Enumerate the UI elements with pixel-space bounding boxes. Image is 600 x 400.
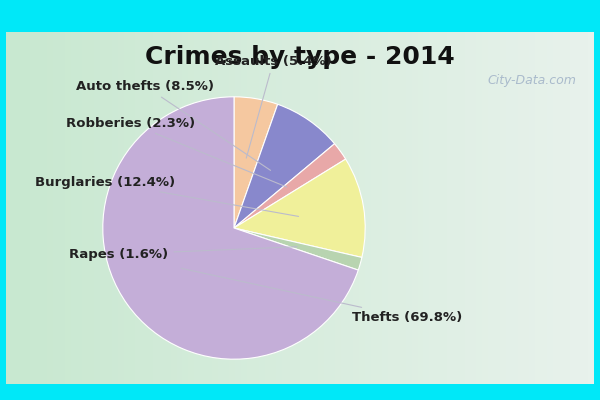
Text: Thefts (69.8%): Thefts (69.8%) [181,268,463,324]
Text: City-Data.com: City-Data.com [487,74,577,87]
Wedge shape [234,104,335,228]
Text: Crimes by type - 2014: Crimes by type - 2014 [145,45,455,69]
Wedge shape [234,97,278,228]
Wedge shape [234,228,362,270]
Wedge shape [234,159,365,258]
Wedge shape [234,144,346,228]
Text: Auto thefts (8.5%): Auto thefts (8.5%) [76,80,271,170]
Text: Rapes (1.6%): Rapes (1.6%) [69,247,297,261]
Text: Robberies (2.3%): Robberies (2.3%) [65,116,287,187]
Wedge shape [103,97,358,359]
Text: Burglaries (12.4%): Burglaries (12.4%) [35,176,299,216]
Text: Assaults (5.4%): Assaults (5.4%) [215,55,332,158]
